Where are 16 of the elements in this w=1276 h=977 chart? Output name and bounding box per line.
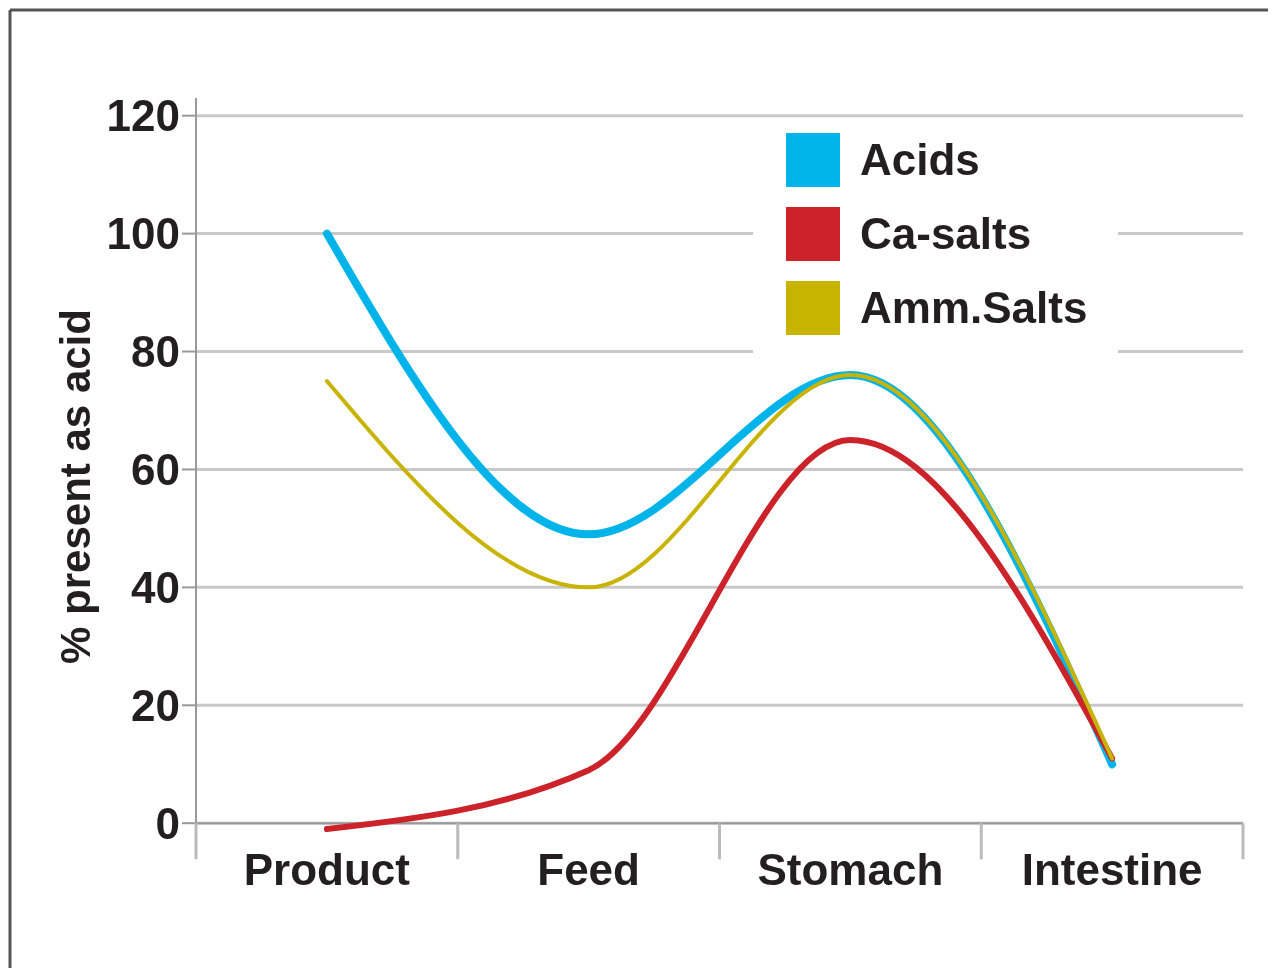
y-tick-label: 120 (106, 91, 180, 141)
y-tick-label: 100 (106, 209, 180, 259)
line-series (324, 373, 1115, 761)
legend-label: Acids (860, 135, 980, 185)
y-axis-title: % present as acid (52, 309, 99, 664)
x-tick-label: Intestine (1021, 845, 1203, 895)
x-tick-label: Feed (537, 845, 640, 895)
y-tick-label: 0 (155, 798, 180, 848)
legend-label: Ca-salts (860, 209, 1032, 259)
y-tick-label: 80 (131, 326, 180, 376)
x-tick-label: Product (243, 845, 411, 895)
x-tick-label: Stomach (757, 845, 944, 895)
legend-label: Amm.Salts (860, 283, 1088, 333)
y-tick-label: 60 (131, 444, 180, 494)
y-tick-label: 40 (131, 562, 180, 612)
y-tick-label: 20 (131, 680, 180, 730)
